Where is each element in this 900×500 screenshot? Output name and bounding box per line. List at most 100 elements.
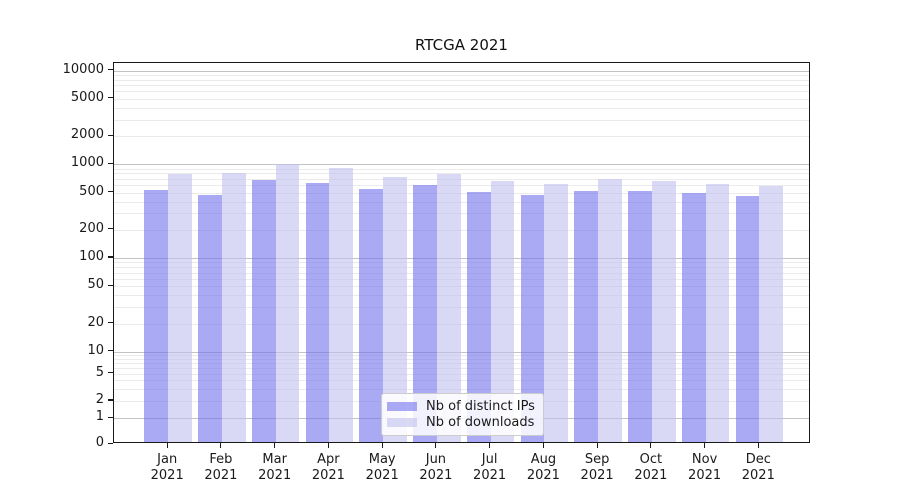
gridline-4: [114, 380, 809, 382]
gridline-90: [114, 262, 809, 264]
plot-area: [113, 62, 810, 443]
x-tick-label-jan: Jan 2021: [150, 452, 184, 483]
x-tick-label-nov: Nov 2021: [688, 452, 722, 483]
y-tick-label-10000: 10000: [62, 61, 104, 77]
y-tick-label-2: 2: [95, 392, 104, 407]
y-tick-label-1000: 1000: [70, 155, 104, 171]
bar-distinct-ips-oct: [628, 190, 652, 442]
y-tick-mark-0: [108, 442, 113, 444]
bar-downloads-jan: [168, 173, 192, 442]
y-tick-mark-100: [108, 256, 113, 258]
y-tick-label-1: 1: [95, 409, 104, 425]
bar-distinct-ips-dec: [735, 195, 760, 442]
y-tick-mark-50: [108, 284, 113, 286]
x-tick-label-apr: Apr 2021: [311, 452, 345, 483]
x-tick-label-dec: Dec 2021: [741, 452, 775, 483]
x-tick-label-jun: Jun 2021: [419, 452, 453, 483]
gridline-6: [114, 367, 809, 369]
bar-downloads-aug: [544, 184, 569, 442]
y-tick-label-100: 100: [79, 249, 104, 264]
bar-distinct-ips-nov: [681, 192, 706, 442]
x-tick-mark-dec: [757, 443, 759, 449]
x-tick-mark-apr: [327, 443, 329, 449]
legend-label-distinct-ips: Nb of distinct IPs: [426, 398, 535, 414]
y-tick-label-5000: 5000: [70, 89, 104, 105]
legend-label-downloads: Nb of downloads: [426, 415, 535, 431]
gridline-600: [114, 185, 809, 187]
y-tick-mark-500: [108, 190, 113, 193]
x-tick-label-aug: Aug 2021: [526, 452, 560, 483]
y-tick-mark-2000: [108, 134, 113, 136]
gridline-20: [114, 323, 809, 325]
x-tick-mark-jun: [435, 443, 437, 449]
gridline-10: [114, 351, 809, 353]
x-tick-label-oct: Oct 2021: [634, 452, 668, 483]
bar-downloads-nov: [705, 183, 730, 442]
gridline-100: [114, 258, 809, 259]
y-tick-mark-10: [108, 350, 113, 352]
bar-downloads-jun: [436, 173, 461, 442]
legend: Nb of distinct IPs Nb of downloads: [381, 393, 544, 436]
gridline-6000: [114, 91, 809, 93]
x-tick-mark-jul: [489, 443, 491, 449]
gridline-700: [114, 178, 809, 180]
bar-downloads-dec: [759, 185, 784, 442]
bar-distinct-ips-jul: [466, 192, 491, 442]
bar-downloads-sep: [598, 179, 622, 442]
gridline-8000: [114, 79, 809, 81]
y-tick-label-10: 10: [87, 342, 104, 358]
bar-distinct-ips-feb: [198, 194, 222, 442]
bar-distinct-ips-apr: [305, 182, 330, 442]
y-tick-label-500: 500: [79, 183, 104, 199]
bar-downloads-may: [383, 176, 407, 442]
x-tick-mark-jan: [166, 443, 168, 449]
bar-distinct-ips-jan: [144, 190, 169, 442]
gridline-9000: [114, 74, 809, 76]
x-tick-mark-mar: [274, 443, 276, 449]
gridline-9: [114, 354, 809, 356]
x-tick-mark-may: [381, 443, 383, 449]
x-tick-mark-oct: [650, 443, 652, 449]
y-tick-mark-20: [108, 321, 113, 324]
gridline-30: [114, 307, 809, 308]
gridline-7000: [114, 85, 809, 87]
bar-distinct-ips-jun: [413, 184, 437, 442]
gridline-8: [114, 358, 809, 360]
y-tick-label-2000: 2000: [70, 127, 104, 143]
bar-distinct-ips-aug: [520, 195, 545, 442]
x-tick-mark-aug: [542, 443, 544, 449]
x-tick-mark-feb: [220, 443, 222, 449]
bar-downloads-oct: [651, 180, 676, 442]
gridline-60: [114, 278, 809, 280]
y-tick-label-0: 0: [95, 435, 104, 451]
x-tick-label-mar: Mar 2021: [258, 452, 292, 483]
bar-downloads-jul: [490, 180, 515, 442]
gridline-500: [114, 192, 809, 194]
bar-downloads-apr: [329, 167, 354, 442]
x-tick-label-jul: Jul 2021: [473, 452, 507, 483]
y-tick-mark-5: [108, 372, 113, 374]
y-tick-mark-1: [108, 416, 113, 418]
y-tick-mark-10000: [108, 69, 113, 71]
gridline-5: [114, 373, 809, 375]
bar-distinct-ips-may: [359, 189, 384, 442]
bar-distinct-ips-mar: [251, 180, 276, 442]
y-tick-mark-2: [108, 399, 113, 401]
gridline-2000: [114, 136, 809, 138]
x-tick-mark-sep: [596, 443, 598, 449]
bar-downloads-mar: [275, 163, 300, 442]
gridline-3: [114, 388, 809, 390]
gridline-300: [114, 213, 809, 215]
gridline-5000: [114, 98, 809, 100]
x-tick-label-may: May 2021: [365, 452, 399, 483]
chart-title: RTCGA 2021: [415, 36, 508, 54]
y-tick-label-200: 200: [79, 220, 104, 236]
y-tick-label-50: 50: [87, 277, 104, 293]
gridline-3000: [114, 119, 809, 121]
x-tick-label-sep: Sep 2021: [580, 452, 614, 483]
gridline-50: [114, 286, 809, 288]
gridline-7: [114, 362, 809, 364]
gridline-70: [114, 272, 809, 274]
bar-downloads-feb: [221, 172, 246, 442]
